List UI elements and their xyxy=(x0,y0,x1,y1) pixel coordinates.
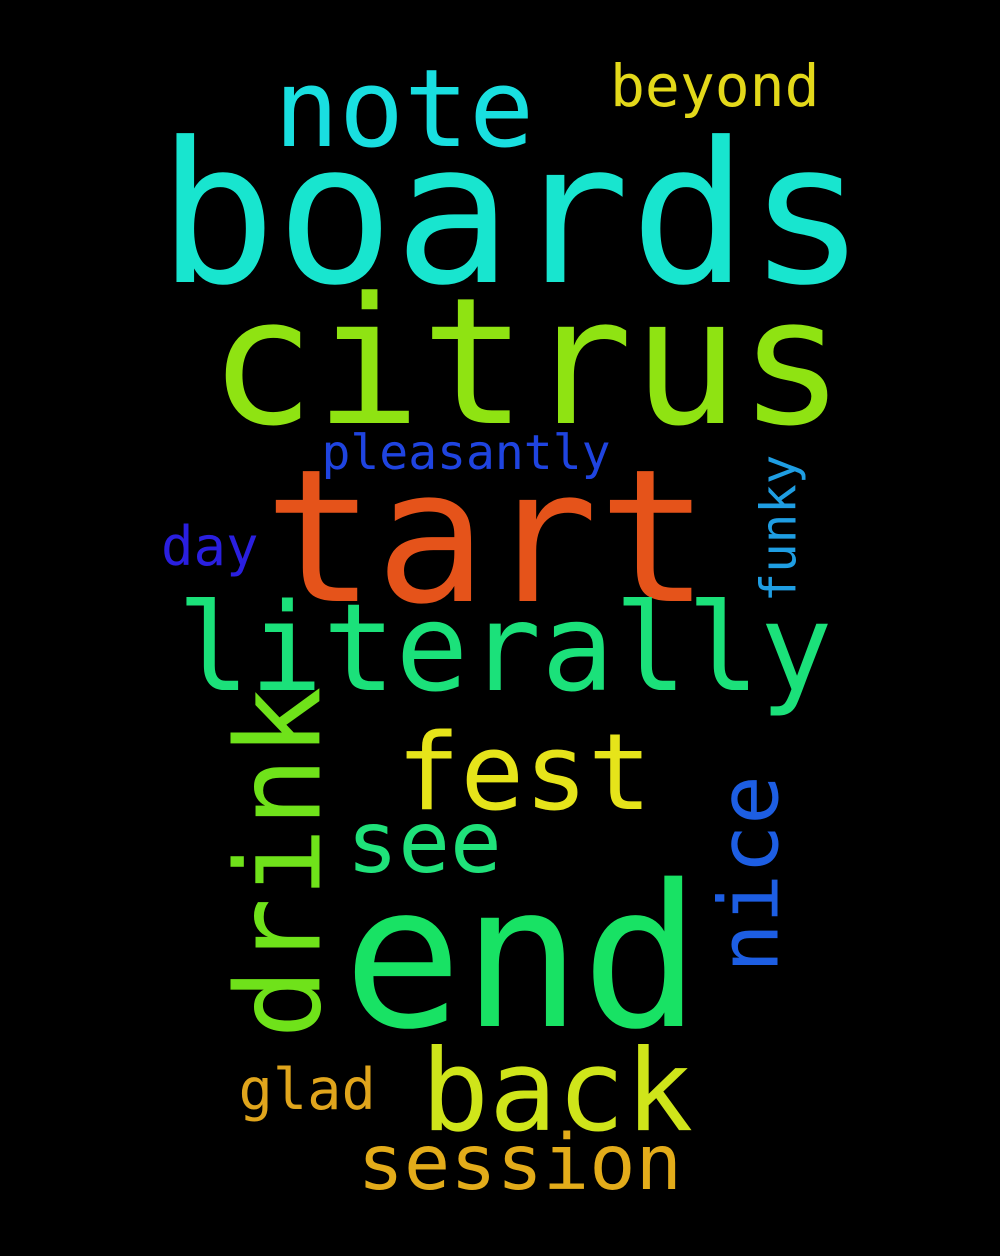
word-pleasantly: pleasantly xyxy=(321,425,611,481)
word-tart: tart xyxy=(264,428,710,645)
word-nice: nice xyxy=(702,775,798,973)
word-boards: boards xyxy=(158,101,867,329)
word-beyond: beyond xyxy=(610,52,820,120)
word-funky: funky xyxy=(750,454,808,602)
word-drink: drink xyxy=(210,685,348,1039)
word-citrus: citrus xyxy=(209,260,845,465)
word-note: note xyxy=(274,47,535,172)
word-fest: fest xyxy=(396,711,652,834)
word-literally: literally xyxy=(177,577,833,719)
word-end: end xyxy=(343,842,701,1073)
word-back: back xyxy=(421,1024,694,1157)
word-session: session xyxy=(357,1118,683,1208)
word-day: day xyxy=(161,515,259,578)
word-see: see xyxy=(346,793,502,893)
word-glad: glad xyxy=(238,1056,376,1123)
